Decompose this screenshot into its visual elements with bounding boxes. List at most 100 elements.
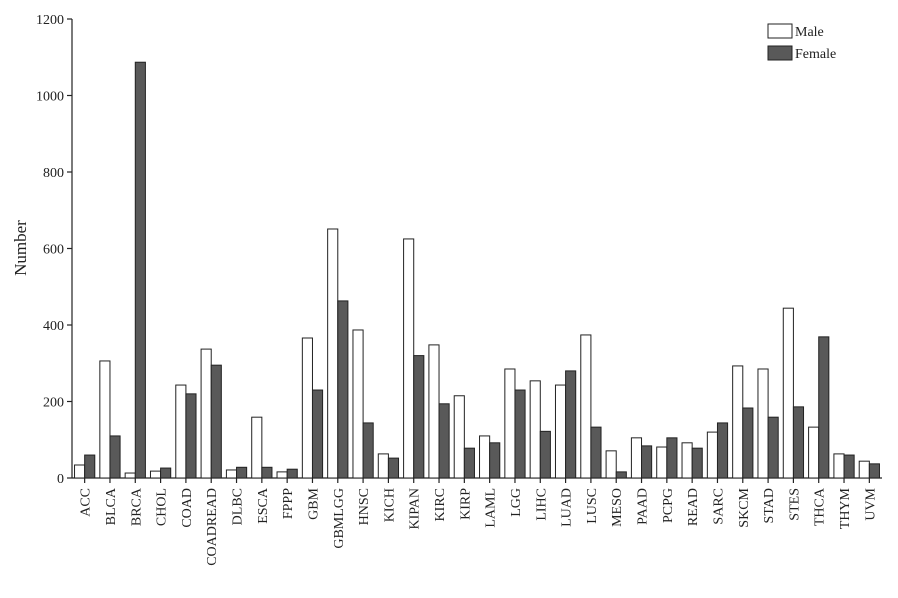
bar: [706, 431, 718, 479]
bar: [666, 437, 678, 479]
bar: [453, 395, 465, 479]
y-tick-label: 200: [43, 396, 64, 411]
bar: [251, 416, 263, 479]
bar: [782, 307, 794, 479]
bar: [84, 454, 96, 479]
x-tick-label: DLBC: [231, 488, 246, 525]
bar: [175, 384, 187, 479]
y-tick-label: 1200: [36, 13, 64, 28]
x-tick-label: GBMLGG: [332, 488, 347, 549]
x-tick-label: FPPP: [281, 488, 296, 519]
x-tick-label: THCA: [813, 487, 828, 526]
y-tick-label: 600: [43, 243, 64, 258]
y-tick-label: 400: [43, 319, 64, 334]
bar: [124, 472, 136, 479]
x-tick-label: COAD: [180, 488, 195, 528]
bar: [327, 228, 339, 479]
x-tick-label: KICH: [382, 488, 397, 522]
y-tick-label: 800: [43, 166, 64, 181]
x-tick-label: ACC: [79, 488, 94, 517]
bar: [767, 416, 779, 479]
x-tick-label: LAML: [484, 488, 499, 528]
x-tick-label: GBM: [306, 487, 321, 519]
bar: [225, 469, 238, 479]
bar: [833, 453, 845, 479]
bar: [514, 389, 526, 479]
bar: [818, 336, 830, 479]
bar: [337, 300, 349, 479]
x-tick-label: LGG: [509, 488, 524, 517]
bar: [200, 348, 212, 479]
bar: [109, 435, 121, 479]
bar: [808, 426, 820, 479]
y-tick-label: 1000: [36, 90, 64, 105]
bar: [134, 61, 146, 479]
x-tick-label: PAAD: [636, 488, 651, 525]
bar: [286, 468, 298, 479]
bar: [539, 430, 551, 479]
bar: [565, 370, 577, 479]
x-tick-label: MESO: [610, 488, 625, 527]
bar: [681, 442, 693, 479]
bar: [352, 329, 364, 479]
x-tick-label: COADREAD: [205, 488, 220, 566]
x-tick-label: CHOL: [155, 488, 170, 526]
bar: [489, 442, 501, 479]
bar: [210, 364, 222, 479]
bar: [463, 447, 475, 479]
y-axis-label: Number: [11, 220, 30, 276]
bar: [387, 457, 400, 479]
bar: [529, 380, 541, 479]
legend-label: Female: [795, 47, 836, 62]
bar: [185, 393, 197, 479]
x-tick-label: STAD: [762, 488, 777, 523]
bar: [74, 464, 86, 479]
x-tick-label: PCPG: [661, 488, 676, 523]
x-tick-label: KIRP: [458, 488, 473, 520]
x-tick-label: BLCA: [104, 487, 119, 525]
x-tick-label: BRCA: [129, 487, 144, 526]
bar: [554, 384, 567, 479]
bar: [377, 453, 389, 479]
x-tick-label: HNSC: [357, 488, 372, 525]
bar: [615, 471, 627, 479]
bar: [413, 355, 425, 479]
bar: [792, 406, 805, 479]
bar: [605, 450, 617, 479]
x-tick-label: UVM: [863, 487, 878, 520]
x-tick-label: SKCM: [737, 487, 752, 527]
x-tick-label: LUAD: [560, 488, 575, 527]
bar: [716, 422, 729, 479]
legend-label: Male: [795, 25, 824, 40]
bar: [160, 467, 172, 479]
bar: [362, 422, 374, 479]
bar: [276, 471, 288, 479]
bar: [311, 389, 324, 479]
bar: [630, 437, 643, 479]
bar: [641, 445, 653, 479]
x-tick-label: KIRC: [433, 488, 448, 521]
x-tick-label: KIPAN: [408, 488, 423, 530]
bar: [301, 337, 313, 479]
x-tick-label: STES: [787, 488, 802, 521]
bar: [580, 334, 592, 479]
x-tick-label: SARC: [711, 488, 726, 525]
legend-swatch: [767, 45, 793, 61]
x-tick-label: READ: [686, 488, 701, 526]
bar: [757, 368, 769, 479]
bar: [691, 447, 703, 479]
y-tick-label: 0: [57, 472, 64, 487]
bar: [236, 466, 248, 479]
x-tick-label: ESCA: [256, 487, 271, 524]
bar: [732, 365, 744, 479]
bar: [149, 470, 162, 479]
x-tick-label: THYM: [838, 487, 853, 529]
bar: [99, 360, 111, 479]
bar: [504, 368, 516, 479]
bar: [742, 407, 754, 479]
x-tick-label: LUSC: [585, 488, 600, 524]
bar: [428, 344, 440, 479]
bar: [403, 238, 415, 479]
bar: [261, 466, 273, 479]
